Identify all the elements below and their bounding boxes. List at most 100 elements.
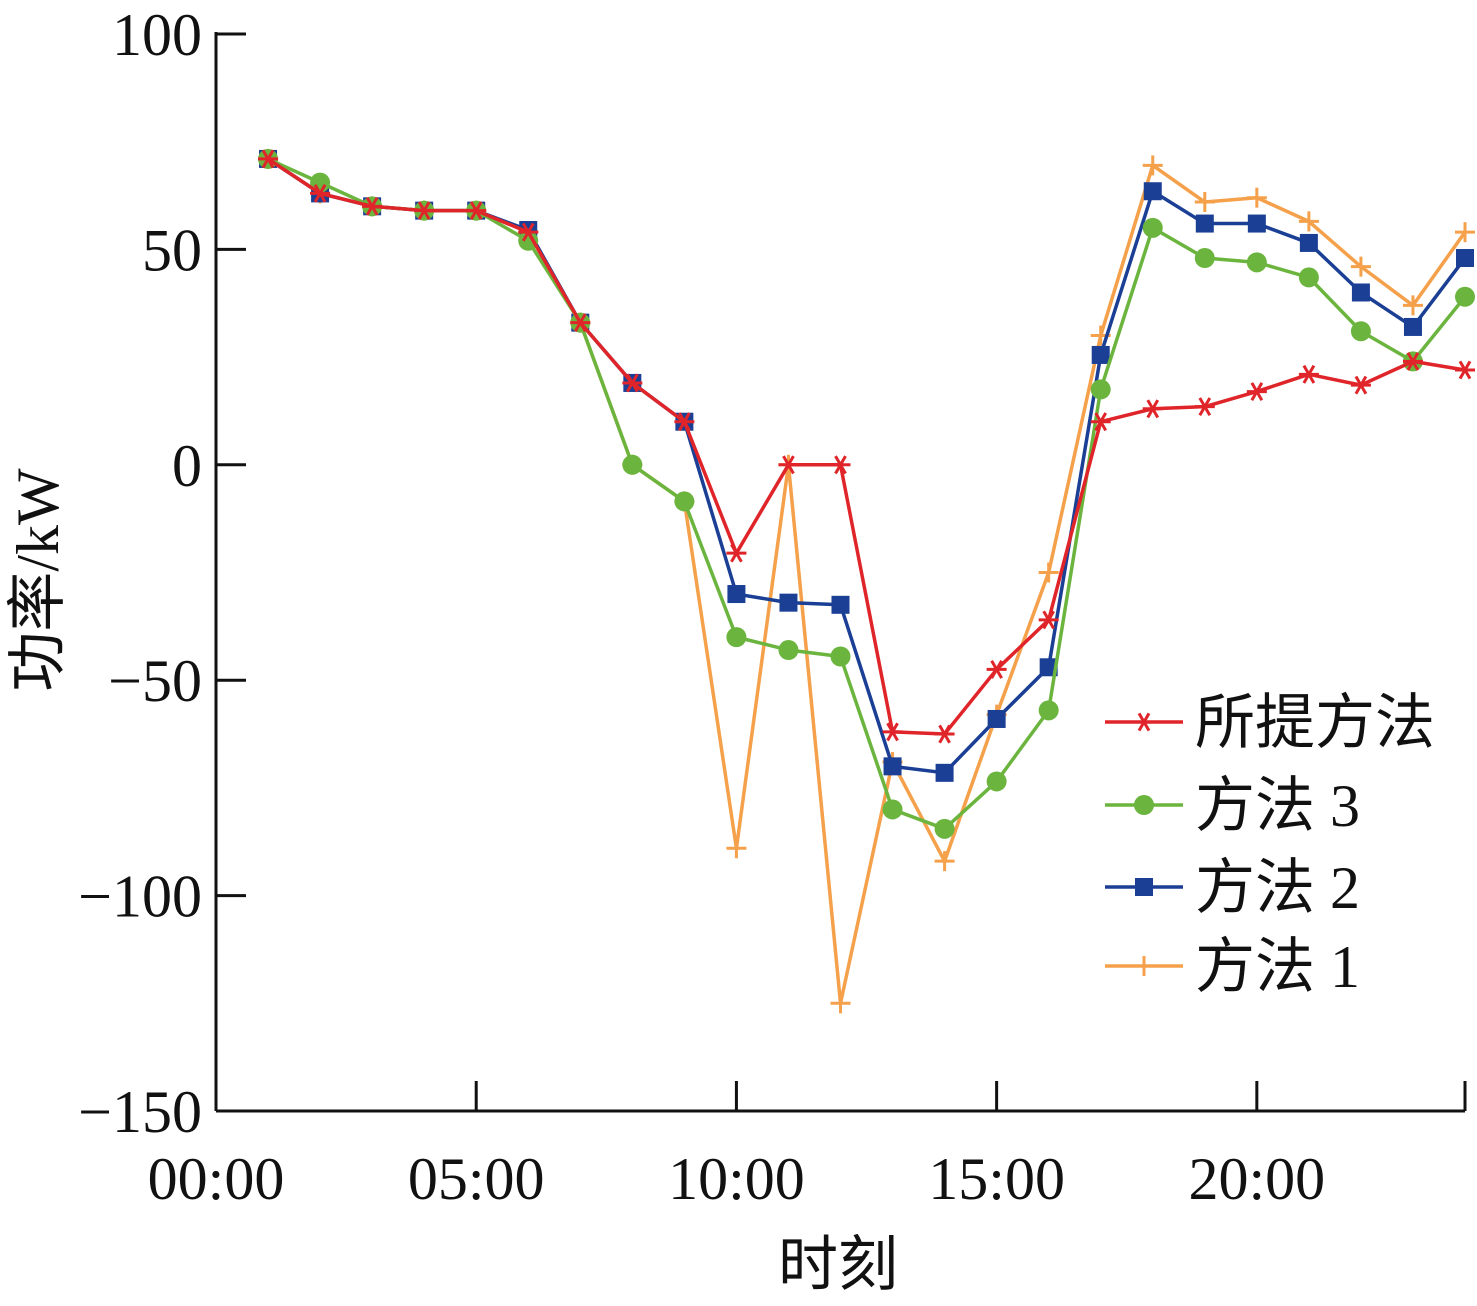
y-tick-label: −50	[108, 648, 202, 714]
point-marker-asterisk-arm	[1406, 351, 1420, 371]
x-tick-label: 00:00	[148, 1146, 285, 1212]
data-point	[831, 595, 850, 614]
point-marker-square	[987, 709, 1006, 728]
data-point	[1350, 375, 1371, 395]
data-point	[674, 412, 695, 432]
point-marker-asterisk-arm	[1146, 399, 1160, 419]
data-point	[727, 585, 746, 604]
x-tick-label: 20:00	[1188, 1146, 1325, 1212]
data-point	[1134, 712, 1154, 732]
point-marker-square	[779, 593, 798, 612]
legend-entry: 所提方法	[1105, 690, 1435, 756]
data-point	[1455, 286, 1475, 307]
data-point	[1195, 214, 1214, 233]
point-marker-circle	[518, 230, 539, 251]
data-point	[1142, 399, 1163, 419]
data-point	[882, 722, 903, 742]
point-marker-asterisk-arm	[1250, 382, 1264, 401]
point-marker-asterisk-arm	[521, 222, 535, 242]
data-point	[310, 183, 331, 203]
legend-label: 所提方法	[1195, 690, 1435, 756]
series-line	[267, 157, 1466, 736]
data-point	[1403, 317, 1422, 336]
data-point	[830, 993, 851, 1014]
x-axis-title: 时刻	[778, 1232, 898, 1298]
data-point	[779, 593, 798, 612]
data-point	[1090, 412, 1111, 432]
point-marker-circle	[726, 627, 747, 648]
data-point	[1194, 192, 1215, 213]
point-marker-asterisk-arm	[1137, 712, 1151, 732]
legend-label: 方法 2	[1195, 855, 1360, 921]
point-marker-asterisk-arm	[730, 543, 743, 563]
point-marker-circle	[882, 799, 903, 820]
point-marker-asterisk-arm	[1302, 364, 1316, 384]
point-marker-asterisk-arm	[1042, 610, 1055, 630]
data-point	[883, 757, 902, 776]
data-point	[1134, 795, 1154, 815]
point-marker-asterisk-arm	[417, 201, 431, 221]
data-point	[1135, 878, 1153, 896]
point-marker-square	[1195, 214, 1214, 233]
data-point	[1455, 360, 1475, 380]
data-point	[1038, 562, 1059, 583]
y-tick-label: 100	[112, 2, 202, 68]
point-marker-circle	[1298, 267, 1319, 288]
series-asterisk	[258, 149, 1475, 744]
point-marker-square	[1299, 233, 1318, 252]
data-point	[1134, 956, 1154, 976]
point-marker-asterisk-arm	[1198, 397, 1212, 417]
point-marker-square	[727, 585, 746, 604]
data-point	[934, 818, 955, 839]
x-tick-label: 15:00	[928, 1146, 1065, 1212]
data-point	[570, 313, 591, 333]
point-marker-circle	[1455, 286, 1475, 307]
y-axis-title: 功率/kW	[5, 468, 71, 692]
data-point	[1298, 267, 1319, 288]
point-marker-circle	[1090, 379, 1111, 400]
point-marker-circle	[830, 646, 851, 667]
data-point	[934, 851, 955, 872]
point-marker-circle	[1134, 795, 1154, 815]
point-marker-square	[1403, 317, 1422, 336]
y-tick-label: −100	[78, 864, 202, 930]
data-point	[518, 230, 539, 251]
point-marker-square	[883, 757, 902, 776]
data-point	[778, 455, 799, 475]
data-point	[830, 646, 851, 667]
point-marker-asterisk-arm	[1458, 360, 1472, 380]
data-point	[778, 640, 799, 661]
data-point	[1246, 187, 1267, 208]
legend-entry: 方法 1	[1105, 934, 1360, 1000]
legend-entry: 方法 3	[1105, 773, 1360, 839]
data-point	[986, 771, 1007, 792]
point-marker-asterisk-arm	[1094, 412, 1108, 432]
data-point	[1402, 295, 1423, 316]
point-marker-asterisk-arm	[313, 183, 327, 203]
point-marker-square	[831, 595, 850, 614]
point-marker-circle	[1350, 321, 1371, 342]
point-marker-asterisk-arm	[261, 149, 275, 169]
data-point	[1090, 379, 1111, 400]
data-point	[1402, 351, 1423, 371]
point-marker-asterisk-arm	[834, 455, 847, 475]
point-marker-square	[1247, 214, 1266, 233]
data-point	[726, 838, 747, 859]
data-point	[1456, 249, 1474, 268]
legend-label: 方法 1	[1195, 934, 1360, 1000]
point-marker-circle	[622, 454, 643, 475]
point-marker-asterisk-arm	[365, 196, 379, 216]
data-point	[1298, 211, 1319, 232]
data-point	[1246, 382, 1267, 401]
point-marker-asterisk-arm	[626, 373, 639, 393]
point-marker-circle	[986, 771, 1007, 792]
data-point	[674, 491, 695, 512]
point-marker-square	[1091, 345, 1110, 364]
point-marker-circle	[778, 640, 799, 661]
data-point	[830, 455, 851, 475]
axes: −150 −100 −50 0 50 100 00:00 05:00 10:00 15:00 20:…	[78, 2, 1467, 1212]
point-marker-asterisk-arm	[573, 313, 587, 333]
data-point	[1194, 248, 1215, 269]
